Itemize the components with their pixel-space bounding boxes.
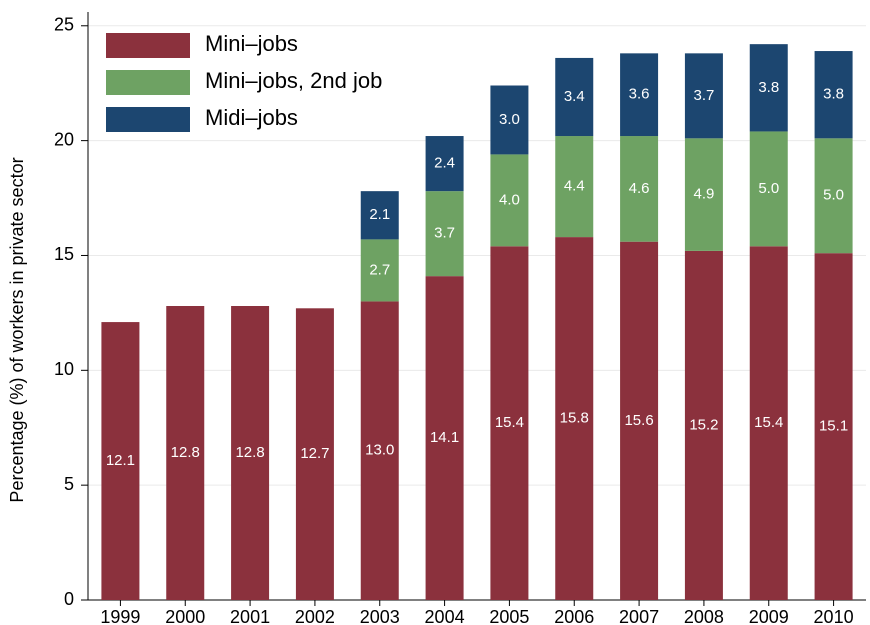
bar-segment — [360, 301, 399, 600]
data-label: 5.0 — [823, 187, 844, 204]
x-tick-label: 2001 — [230, 607, 270, 625]
bar-segment — [101, 322, 140, 600]
y-tick-label: 0 — [64, 589, 74, 609]
data-label: 3.4 — [564, 88, 585, 105]
bar-segment — [360, 239, 399, 302]
data-label: 12.8 — [171, 444, 200, 461]
legend-label: Mini–jobs — [205, 31, 298, 56]
y-tick-label: 20 — [54, 129, 74, 149]
bar-segment — [555, 237, 594, 600]
bar-segment — [749, 246, 788, 600]
y-tick-label: 10 — [54, 359, 74, 379]
data-label: 13.0 — [365, 442, 394, 459]
data-label: 3.8 — [758, 79, 779, 96]
x-tick-label: 1999 — [100, 607, 140, 625]
bar-segment — [360, 191, 399, 240]
bar-segment — [555, 136, 594, 238]
data-label: 15.6 — [624, 412, 653, 429]
data-label: 15.8 — [560, 410, 589, 427]
y-tick-label: 5 — [64, 474, 74, 494]
bar-segment — [490, 85, 529, 155]
data-label: 3.8 — [823, 86, 844, 103]
data-label: 15.4 — [754, 414, 783, 431]
data-label: 15.2 — [689, 416, 718, 433]
x-tick-label: 2004 — [425, 607, 465, 625]
bar-segment — [749, 131, 788, 247]
data-label: 4.0 — [499, 191, 520, 208]
bar-segment — [684, 138, 723, 251]
bar-segment — [620, 136, 659, 242]
data-label: 3.7 — [434, 225, 455, 242]
data-label: 3.0 — [499, 111, 520, 128]
bar-segment — [620, 241, 659, 600]
x-tick-label: 2006 — [554, 607, 594, 625]
bar-segment — [231, 306, 270, 600]
x-tick-label: 2008 — [684, 607, 724, 625]
bar-segment — [295, 308, 334, 600]
data-label: 2.4 — [434, 155, 455, 172]
bar-segment — [425, 191, 464, 277]
data-label: 12.1 — [106, 452, 135, 469]
x-tick-label: 2003 — [360, 607, 400, 625]
data-label: 5.0 — [758, 180, 779, 197]
bar-segment — [684, 53, 723, 139]
bar-segment — [620, 53, 659, 137]
bar-segment — [166, 306, 205, 600]
data-label: 15.1 — [819, 418, 848, 435]
data-label: 2.7 — [369, 261, 390, 278]
x-tick-label: 2007 — [619, 607, 659, 625]
legend-swatch — [106, 107, 190, 132]
x-tick-label: 2010 — [814, 607, 854, 625]
bar-segment — [814, 51, 853, 139]
bar-segment — [490, 246, 529, 600]
bar-segment — [814, 138, 853, 254]
y-tick-label: 25 — [54, 15, 74, 35]
legend-swatch — [106, 70, 190, 95]
bar-segment — [749, 44, 788, 132]
data-label: 4.6 — [629, 180, 650, 197]
x-tick-label: 2002 — [295, 607, 335, 625]
data-label: 15.4 — [495, 414, 524, 431]
bar-segment — [425, 276, 464, 600]
data-label: 14.1 — [430, 429, 459, 446]
legend-swatch — [106, 33, 190, 58]
data-label: 3.7 — [693, 87, 714, 104]
x-tick-label: 2005 — [489, 607, 529, 625]
data-label: 2.1 — [369, 206, 390, 223]
y-tick-label: 15 — [54, 244, 74, 264]
data-label: 4.9 — [693, 186, 714, 203]
bar-segment — [555, 57, 594, 137]
legend-label: Midi–jobs — [205, 105, 298, 130]
bar-segment — [814, 253, 853, 600]
bar-segment — [425, 136, 464, 192]
data-label: 4.4 — [564, 178, 585, 195]
bar-segment — [490, 154, 529, 247]
bar-segment — [684, 250, 723, 600]
data-label: 3.6 — [629, 86, 650, 103]
y-axis-label: Percentage (%) of workers in private sec… — [7, 157, 27, 502]
data-label: 12.7 — [300, 445, 329, 462]
data-label: 12.8 — [235, 444, 264, 461]
x-tick-label: 2009 — [749, 607, 789, 625]
legend-label: Mini–jobs, 2nd job — [205, 68, 382, 93]
x-tick-label: 2000 — [165, 607, 205, 625]
